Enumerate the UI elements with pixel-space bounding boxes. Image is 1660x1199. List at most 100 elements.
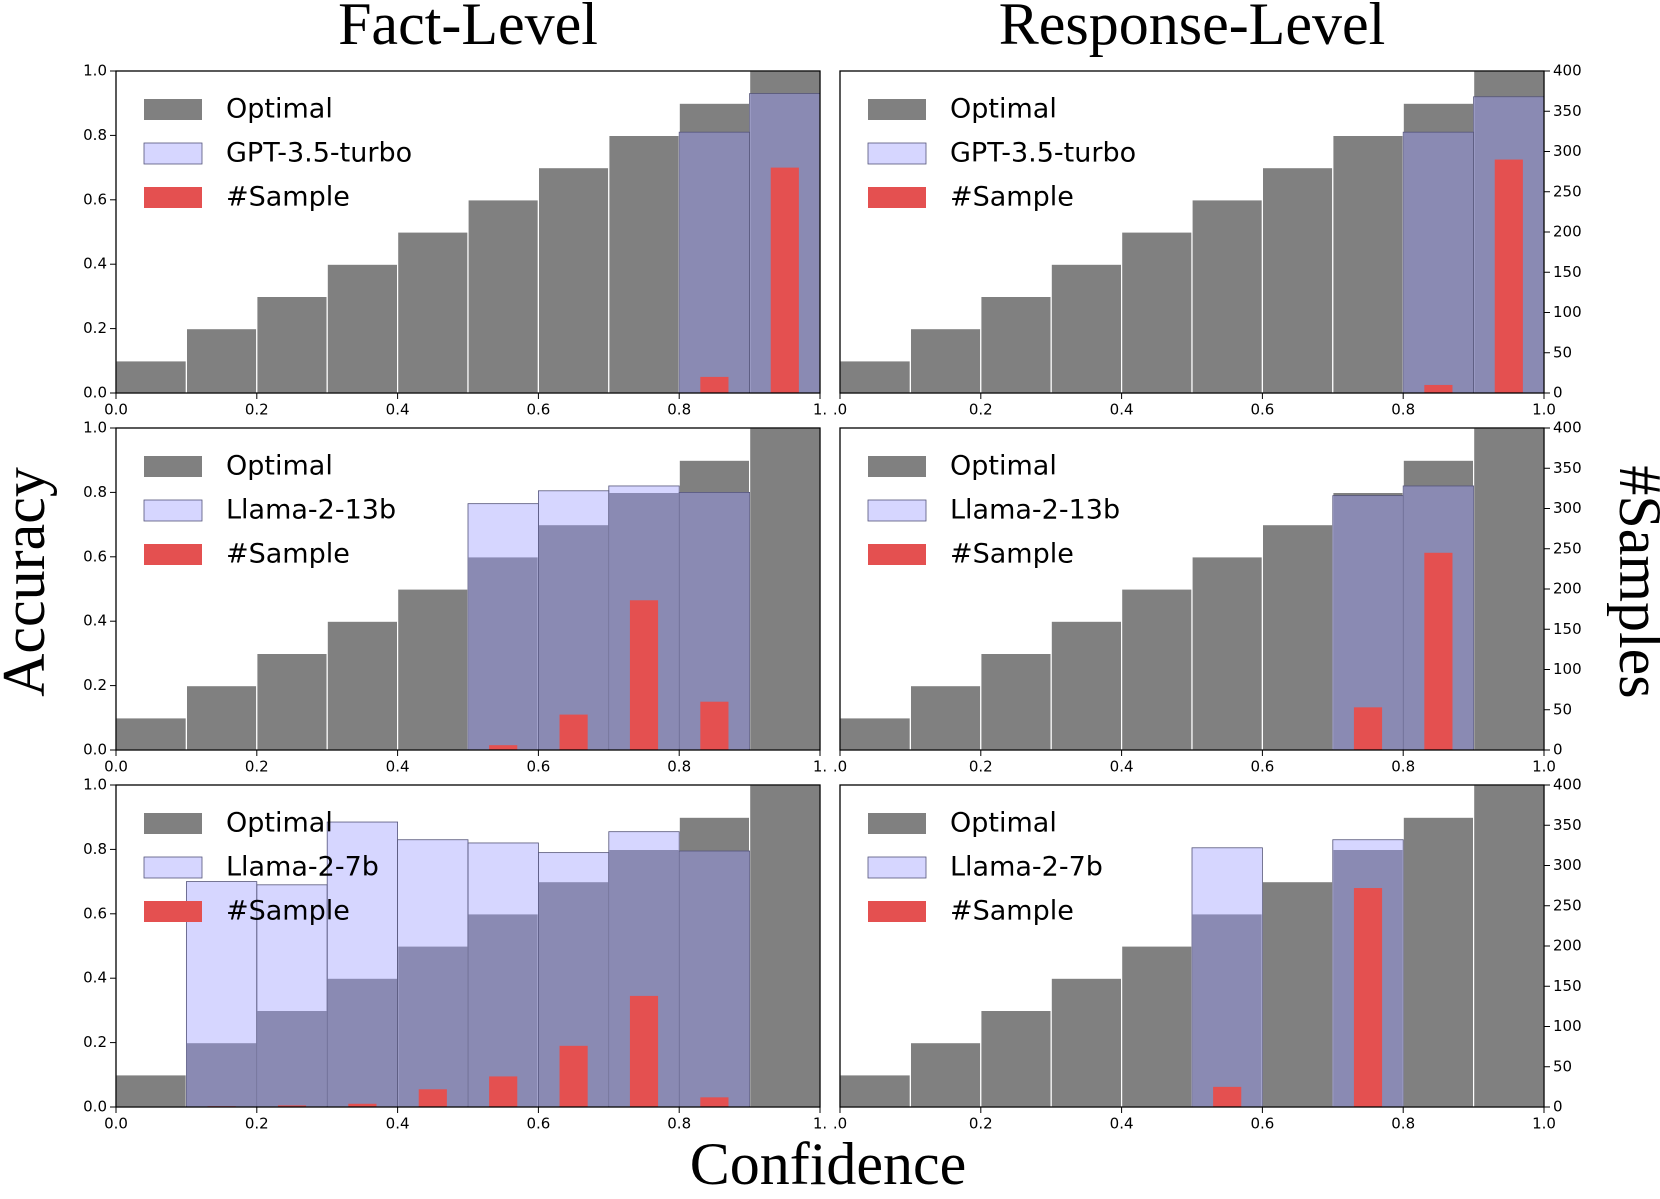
optimal-bar	[839, 360, 912, 394]
x-tick-label: 0.6	[1250, 758, 1274, 776]
sample-bar	[489, 1076, 518, 1107]
optimal-bar	[1050, 977, 1123, 1108]
optimal-bar	[839, 717, 912, 751]
legend-swatch	[144, 99, 202, 120]
y2-tick-label: 150	[1553, 620, 1582, 638]
legend-label: #Sample	[950, 182, 1074, 213]
panel-title: Response-Level	[999, 0, 1386, 57]
y2-tick-label: 350	[1553, 459, 1582, 477]
legend-swatch	[868, 456, 926, 477]
legend-swatch	[867, 142, 927, 165]
y2-tick-label: 300	[1553, 856, 1582, 874]
optimal-bar	[397, 588, 469, 751]
optimal-bar	[537, 523, 610, 751]
optimal-bar	[1120, 231, 1193, 394]
optimal-bar	[256, 652, 328, 751]
x-tick-label: 0.2	[245, 401, 269, 419]
legend-label: Optimal	[226, 808, 333, 839]
model-bar	[256, 884, 328, 1108]
y2-tick-label: 350	[1553, 102, 1582, 120]
optimal-bar	[1050, 620, 1123, 751]
legend-label: #Sample	[226, 182, 350, 213]
legend-label: Llama-2-13b	[950, 495, 1120, 526]
optimal-bar	[1191, 199, 1264, 394]
x-tick-label: 0.0	[104, 1115, 128, 1133]
y-tick-label: 1.0	[83, 776, 107, 794]
y-tick-label: 0.2	[83, 1033, 107, 1051]
x-tick-label: 0.8	[1391, 1115, 1415, 1133]
y2-tick-label: 300	[1553, 499, 1582, 517]
x-tick-label: 0.4	[1110, 401, 1134, 419]
x-tick-label: 0.8	[667, 758, 691, 776]
legend-swatch	[867, 856, 927, 879]
y-tick-label: 0.4	[83, 969, 107, 987]
sample-bar	[700, 1097, 729, 1107]
optimal-bar	[326, 620, 399, 751]
legend-swatch	[867, 499, 927, 522]
legend-label: Optimal	[226, 94, 333, 125]
optimal-bar	[185, 684, 258, 751]
legend-label: GPT-3.5-turbo	[226, 138, 412, 169]
y2-tick-label: 50	[1553, 700, 1572, 718]
y2-tick-label: 0	[1553, 1098, 1563, 1116]
legend-label: #Sample	[950, 539, 1074, 570]
x-tick-label: 0.6	[1250, 401, 1274, 419]
y2-tick-label: 0	[1553, 741, 1563, 759]
optimal-bar	[115, 360, 188, 394]
model-bar	[678, 850, 751, 1108]
y2-tick-label: 350	[1553, 816, 1582, 834]
legend-swatch	[144, 187, 202, 208]
x-tick-label: 0.4	[1110, 1115, 1134, 1133]
x-tick-label: 0.6	[526, 758, 550, 776]
sample-bar	[1353, 707, 1383, 750]
optimal-bar	[1050, 263, 1123, 394]
sample-bar	[770, 167, 799, 393]
optimal-bar	[185, 328, 258, 394]
y2-tick-label: 250	[1553, 182, 1582, 200]
optimal-bar	[1332, 134, 1404, 394]
sample-bar	[277, 1105, 307, 1107]
y-tick-label: 0.2	[83, 676, 107, 694]
y-axis-label: Accuracy	[0, 467, 57, 697]
legend-label: #Sample	[226, 539, 350, 570]
optimal-bar	[537, 167, 610, 394]
sample-bar	[559, 1045, 588, 1107]
x-tick-label: 0.8	[1391, 758, 1415, 776]
y-tick-label: 0.8	[83, 126, 107, 144]
x-tick-label: 0.2	[245, 1115, 269, 1133]
sample-bar	[629, 995, 659, 1107]
optimal-bar	[980, 652, 1052, 751]
y-tick-label: 0.0	[83, 1098, 107, 1116]
sample-bar	[489, 745, 518, 750]
model-bar	[397, 839, 469, 1108]
y2-tick-label: 100	[1553, 660, 1582, 678]
sample-bar	[1353, 888, 1383, 1107]
optimal-bar	[678, 102, 751, 394]
y2-tick-label: 150	[1553, 263, 1582, 281]
y-tick-label: 0.2	[83, 319, 107, 337]
x-tick-label: 0.4	[386, 1115, 410, 1133]
y2-tick-label: 100	[1553, 1017, 1582, 1035]
legend-swatch	[144, 813, 202, 834]
optimal-bar	[839, 1074, 912, 1108]
optimal-bar	[1472, 427, 1545, 751]
sample-bar	[1424, 552, 1453, 750]
y-tick-label: 0.6	[83, 190, 107, 208]
legend-swatch	[144, 544, 202, 565]
sample-bar	[418, 1089, 447, 1107]
x-tick-label: 0.8	[667, 1115, 691, 1133]
legend-label: Optimal	[950, 451, 1057, 482]
x-tick-label: .0	[833, 401, 847, 419]
optimal-bar	[980, 1009, 1052, 1108]
optimal-bar	[185, 1041, 258, 1108]
y2-tick-label: 300	[1553, 142, 1582, 160]
y-tick-label: 1.0	[83, 419, 107, 437]
legend-swatch	[868, 99, 926, 120]
optimal-bar	[1261, 523, 1334, 751]
optimal-bar	[748, 427, 821, 751]
x-tick-label: 0.4	[1110, 758, 1134, 776]
model-bar	[678, 131, 751, 394]
x-tick-label: 1.0	[1532, 1115, 1556, 1133]
